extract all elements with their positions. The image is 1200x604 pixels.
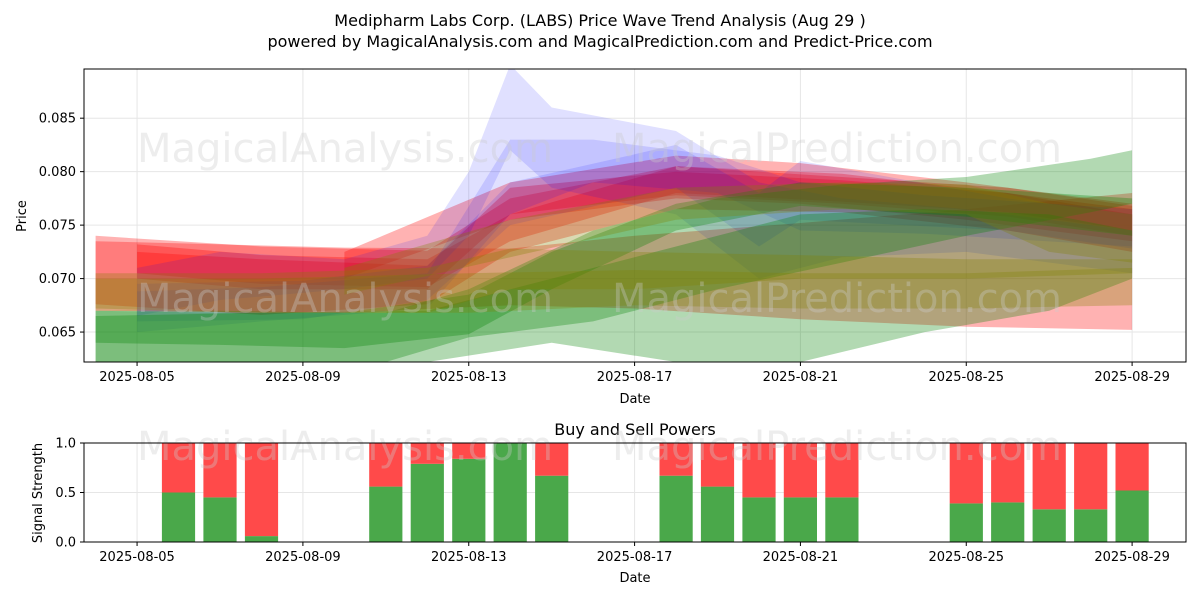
price-band-red-4 <box>95 193 1133 330</box>
sell-bar-2025-08-25 <box>949 443 983 504</box>
price-watermarks: MagicalAnalysis.com MagicalPrediction.co… <box>137 126 1062 322</box>
sell-bar-2025-08-07 <box>203 443 237 498</box>
signal-y-tick-label-1-0: 1.0 <box>55 437 76 452</box>
signal-bars <box>161 443 1149 542</box>
signal-x-tick-label-2025-08-25: 2025-08-25 <box>928 550 1004 565</box>
sell-bar-2025-08-28 <box>1074 443 1108 510</box>
chart-title-line2: powered by MagicalAnalysis.com and Magic… <box>267 32 932 51</box>
signal-x-tick-label-2025-08-05: 2025-08-05 <box>99 550 175 565</box>
buy-bar-2025-08-26 <box>991 502 1025 542</box>
buy-bar-2025-08-15 <box>535 475 569 542</box>
price-band-red-3 <box>137 166 1133 288</box>
signal-y-tick-label-0-5: 0.5 <box>55 486 76 501</box>
buy-bar-2025-08-13 <box>452 458 486 542</box>
signal-x-tick-label-2025-08-21: 2025-08-21 <box>763 550 839 565</box>
price-y-ticks: 0.065 0.070 0.075 0.080 0.085 <box>39 112 84 341</box>
sell-bar-2025-08-15 <box>535 443 569 476</box>
price-band-green-11 <box>95 209 1133 362</box>
price-bands <box>95 69 1133 362</box>
price-y-tick-label-0-075: 0.075 <box>39 219 76 234</box>
price-band-olive-14 <box>344 182 1133 295</box>
watermark-analysis-mid: MagicalAnalysis.com <box>137 276 553 322</box>
buy-bar-2025-08-27 <box>1032 509 1066 542</box>
sell-bar-2025-08-22 <box>825 443 859 498</box>
price-x-axis-label: Date <box>619 392 650 407</box>
buy-bar-2025-08-20 <box>742 497 776 542</box>
sell-bar-2025-08-20 <box>742 443 776 498</box>
price-x-tick-label-2025-08-05: 2025-08-05 <box>99 370 175 385</box>
price-band-layer <box>95 69 1133 362</box>
chart-title-line1: Medipharm Labs Corp. (LABS) Price Wave T… <box>334 11 865 30</box>
sell-bar-2025-08-06 <box>161 443 196 493</box>
price-band-olive-12 <box>95 248 1133 313</box>
signal-x-tick-label-2025-08-17: 2025-08-17 <box>597 550 673 565</box>
buy-bar-2025-08-19 <box>700 486 735 542</box>
signal-chart-title: Buy and Sell Powers <box>554 420 716 439</box>
price-y-tick-label-0-080: 0.080 <box>39 165 76 180</box>
watermark-prediction-top: MagicalPrediction.com <box>612 126 1062 172</box>
price-y-tick-label-0-070: 0.070 <box>39 272 76 287</box>
signal-y-tick-label-0-0: 0.0 <box>55 536 76 551</box>
sell-bar-2025-08-27 <box>1032 443 1066 510</box>
buy-bar-2025-08-08 <box>244 536 279 542</box>
signal-y-ticks: 0.0 0.5 1.0 <box>55 437 84 551</box>
price-x-ticks: 2025-08-05 2025-08-09 2025-08-13 2025-08-17… <box>99 362 1170 385</box>
buy-bar-2025-08-21 <box>783 497 817 542</box>
buy-bar-2025-08-18 <box>659 475 693 542</box>
buy-bar-2025-08-06 <box>161 492 196 542</box>
price-x-tick-label-2025-08-17: 2025-08-17 <box>597 370 673 385</box>
signal-x-tick-label-2025-08-29: 2025-08-29 <box>1094 550 1170 565</box>
signal-watermarks: MagicalAnalysis.com MagicalPrediction.co… <box>137 424 1062 470</box>
price-band-red-1 <box>95 166 1133 315</box>
sell-bar-2025-08-11 <box>369 443 403 487</box>
signal-x-tick-label-2025-08-13: 2025-08-13 <box>431 550 507 565</box>
buy-bar-2025-08-11 <box>369 486 403 542</box>
buy-bar-2025-08-29 <box>1115 490 1149 542</box>
buy-bar-2025-08-28 <box>1074 509 1108 542</box>
price-x-tick-label-2025-08-25: 2025-08-25 <box>928 370 1004 385</box>
sell-bar-2025-08-29 <box>1115 443 1149 491</box>
price-x-tick-label-2025-08-29: 2025-08-29 <box>1094 370 1170 385</box>
price-band-green-9 <box>95 150 1133 362</box>
watermark-analysis-top: MagicalAnalysis.com <box>137 126 553 172</box>
sell-bar-2025-08-21 <box>783 443 817 498</box>
price-band-red-5 <box>344 155 1133 279</box>
buy-bar-2025-08-07 <box>203 497 237 542</box>
price-band-green-10 <box>95 182 1133 349</box>
buy-bar-2025-08-25 <box>949 503 983 542</box>
price-band-blue-7 <box>137 139 1133 333</box>
signal-x-tick-label-2025-08-09: 2025-08-09 <box>265 550 341 565</box>
price-y-tick-label-0-085: 0.085 <box>39 112 76 127</box>
watermark-prediction-bottom: MagicalPrediction.com <box>612 424 1062 470</box>
price-grid <box>84 69 1186 362</box>
price-x-tick-label-2025-08-21: 2025-08-21 <box>763 370 839 385</box>
price-x-tick-label-2025-08-09: 2025-08-09 <box>265 370 341 385</box>
price-y-axis-label: Price <box>15 200 30 232</box>
watermark-prediction-mid: MagicalPrediction.com <box>612 276 1062 322</box>
signal-x-axis-label: Date <box>619 571 650 586</box>
price-x-tick-label-2025-08-13: 2025-08-13 <box>431 370 507 385</box>
watermark-analysis-bottom: MagicalAnalysis.com <box>137 424 553 470</box>
sell-bar-2025-08-19 <box>700 443 735 487</box>
price-band-blue-6 <box>137 69 1133 316</box>
price-band-red-2 <box>137 171 1133 290</box>
sell-bar-2025-08-08 <box>244 443 279 537</box>
signal-x-ticks: 2025-08-05 2025-08-09 2025-08-13 2025-08-17… <box>99 542 1170 565</box>
price-y-tick-label-0-065: 0.065 <box>39 326 76 341</box>
sell-bar-2025-08-18 <box>659 443 693 476</box>
price-band-blue-8 <box>137 144 1133 322</box>
sell-bar-2025-08-26 <box>991 443 1025 503</box>
price-band-olive-13 <box>95 267 1133 313</box>
buy-bar-2025-08-12 <box>410 463 444 542</box>
sell-bar-2025-08-13 <box>452 443 486 459</box>
buy-bar-2025-08-22 <box>825 497 859 542</box>
sell-bar-2025-08-12 <box>410 443 444 464</box>
signal-y-axis-label: Signal Strength <box>31 443 46 543</box>
buy-bar-2025-08-14 <box>493 443 527 542</box>
